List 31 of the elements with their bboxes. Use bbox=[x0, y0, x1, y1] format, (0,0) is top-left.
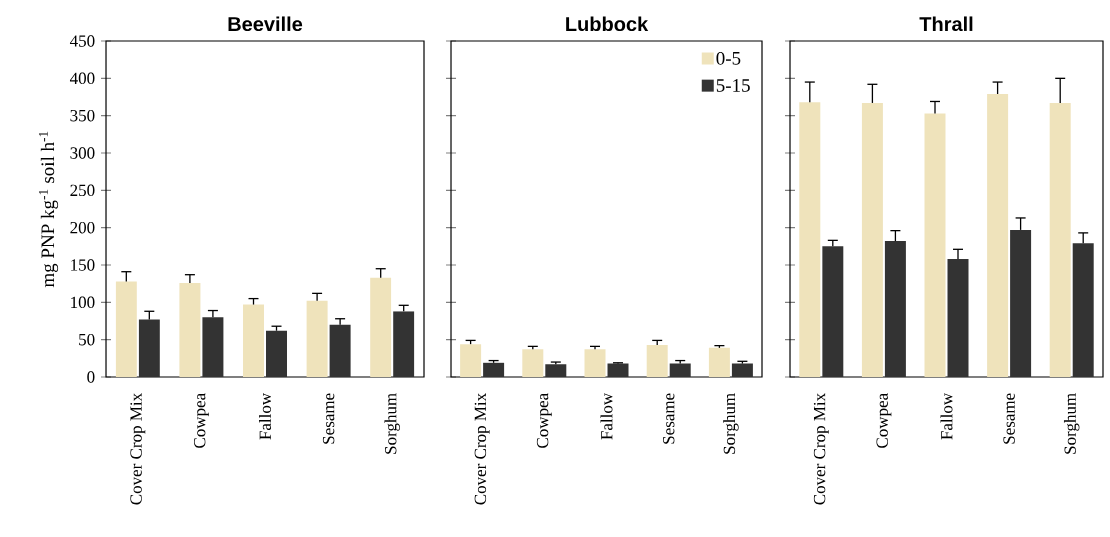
legend-label: 0-5 bbox=[716, 51, 741, 65]
x-tick-label: Sorghum bbox=[384, 393, 400, 454]
chart-title: Beeville bbox=[228, 16, 303, 32]
x-tick-label: Cover Crop Mix bbox=[130, 393, 146, 505]
x-tick-label: Cowpea bbox=[193, 393, 209, 448]
x-tick-label: Cowpea bbox=[876, 393, 892, 448]
y-tick-label: 100 bbox=[71, 296, 95, 309]
y-tick-label: 300 bbox=[70, 147, 95, 159]
chart-title: Thrall bbox=[919, 16, 973, 32]
y-tick-label: 450 bbox=[69, 35, 95, 47]
x-tick-label: Sorghum bbox=[1063, 393, 1080, 454]
y-axis-title: mg PNP kg$^{-1}$ soil h$^{-1}$ bbox=[38, 131, 59, 288]
legend-label: 5-15 bbox=[716, 79, 750, 92]
x-tick-label: Sesame bbox=[662, 393, 675, 444]
x-tick-label: Fallow bbox=[600, 392, 613, 440]
x-tick-label: Sorghum bbox=[723, 393, 739, 454]
y-tick-label: 50 bbox=[79, 333, 95, 346]
y-tick-label: 400 bbox=[69, 72, 95, 85]
x-tick-label: Fallow bbox=[259, 392, 271, 440]
y-tick-label: 350 bbox=[70, 109, 95, 122]
x-tick-label: Sesame bbox=[1003, 393, 1015, 444]
y-tick-label: 150 bbox=[71, 259, 95, 271]
x-tick-label: Sesame bbox=[322, 393, 335, 444]
x-tick-label: Cover Crop Mix bbox=[474, 393, 490, 505]
y-tick-label: 200 bbox=[70, 221, 95, 234]
x-tick-label: Fallow bbox=[940, 392, 953, 440]
x-tick-label: Cowpea bbox=[536, 393, 552, 448]
y-tick-label: 0 bbox=[87, 371, 95, 383]
chart-title: Lubbock bbox=[566, 16, 649, 32]
x-tick-label: Cover Crop Mix bbox=[813, 393, 829, 505]
y-tick-label: 250 bbox=[70, 184, 95, 197]
